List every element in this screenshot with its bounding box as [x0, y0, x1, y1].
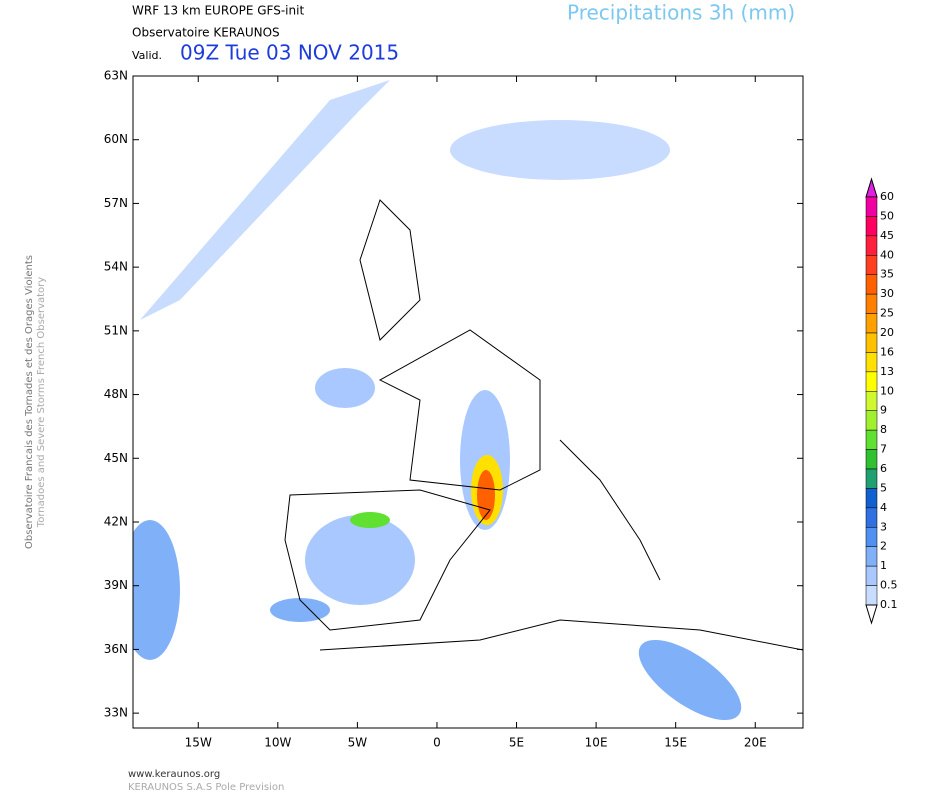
map-title: Precipitations 3h (mm)	[567, 1, 795, 25]
map-field	[133, 80, 803, 721]
colorbar-segment	[865, 468, 878, 489]
colorbar-segment	[865, 332, 878, 353]
colorbar-label: 16	[880, 345, 894, 358]
colorbar-label: 7	[880, 443, 887, 456]
x-tick-label: 20E	[744, 736, 767, 750]
colorbar-segment	[865, 391, 878, 411]
colorbar-segment	[865, 255, 878, 275]
colorbar-label: 9	[880, 404, 887, 417]
y-tick-label: 42N	[104, 514, 128, 528]
colorbar-segment	[865, 352, 878, 373]
colorbar-segment	[865, 313, 878, 334]
colorbar-segment	[865, 527, 878, 547]
colorbar-segment	[865, 565, 878, 586]
valid-prefix: Valid.	[132, 49, 162, 62]
colorbar-segment	[865, 216, 878, 237]
colorbar-label: 25	[880, 307, 894, 320]
x-tick-label: 5E	[509, 736, 524, 750]
rain-band	[140, 80, 390, 320]
rain-area	[350, 512, 390, 528]
colorbar-segment	[865, 371, 878, 392]
colorbar-arrow	[865, 177, 878, 198]
colorbar-segment	[865, 410, 878, 431]
colorbar-label: 35	[880, 268, 894, 281]
side-text: Observatoire Francais des Tornades et de…	[24, 255, 35, 549]
colorbar-label: 13	[880, 365, 894, 378]
map-frame	[132, 75, 804, 729]
colorbar-segment	[865, 507, 878, 528]
model-text: WRF 13 km EUROPE GFS-init	[132, 4, 304, 18]
colorbar-label: 0.1	[880, 598, 898, 611]
x-tick-label: 15E	[664, 736, 687, 750]
y-tick-label: 51N	[104, 323, 128, 337]
x-tick-label: 0	[433, 736, 441, 750]
y-tick-label: 48N	[104, 387, 128, 401]
colorbar-segment	[865, 546, 878, 567]
colorbar-label: 1	[880, 559, 887, 572]
colorbar-label: 8	[880, 423, 887, 436]
x-tick-label: 15W	[185, 736, 212, 750]
valid-time: 09Z Tue 03 NOV 2015	[180, 41, 399, 65]
colorbar-label: 5	[880, 481, 887, 494]
x-tick-label: 5W	[348, 736, 368, 750]
colorbar-segment	[865, 274, 878, 295]
observatory-text: Observatoire KERAUNOS	[132, 26, 280, 40]
colorbar-segment	[865, 235, 878, 256]
y-tick-label: 45N	[104, 451, 128, 465]
footer-website: www.keraunos.org	[128, 769, 220, 780]
colorbar-label: 2	[880, 540, 887, 553]
colorbar-label: 50	[880, 209, 894, 222]
rain-area	[315, 368, 375, 408]
coastline	[319, 619, 803, 651]
y-tick-label: 39N	[104, 578, 128, 592]
colorbar-label: 10	[880, 384, 894, 397]
colorbar-segment	[865, 196, 878, 217]
x-tick-label: 10W	[264, 736, 291, 750]
y-tick-label: 54N	[104, 260, 128, 274]
x-tick-label: 10E	[585, 736, 608, 750]
rain-area	[305, 515, 415, 605]
colorbar-label: 45	[880, 229, 894, 242]
y-tick-label: 63N	[104, 69, 128, 83]
colorbar-segment	[865, 449, 878, 470]
colorbar-label: 20	[880, 326, 894, 339]
rain-area	[477, 470, 495, 520]
coastline	[378, 329, 541, 491]
colorbar-segment	[865, 585, 878, 606]
colorbar-label: 60	[880, 190, 894, 203]
y-tick-label: 57N	[104, 196, 128, 210]
rain-area	[133, 520, 180, 660]
colorbar-segment	[865, 488, 878, 509]
colorbar-label: 0.5	[880, 579, 898, 592]
coastline	[359, 199, 421, 341]
coastline	[284, 489, 491, 631]
rain-area	[638, 639, 742, 721]
y-tick-label: 36N	[104, 642, 128, 656]
colorbar-label: 40	[880, 248, 894, 261]
y-tick-label: 60N	[104, 132, 128, 146]
colorbar-segment	[865, 429, 878, 450]
y-tick-label: 33N	[104, 706, 128, 720]
rain-area	[270, 598, 330, 622]
rain-area	[450, 120, 670, 180]
coastline	[559, 439, 661, 581]
footer-company: KERAUNOS S.A.S Pole Prevision	[128, 782, 284, 793]
colorbar-label: 3	[880, 520, 887, 533]
colorbar-label: 6	[880, 462, 887, 475]
side-text: Tornadoes and Severe Storms French Obser…	[36, 277, 47, 528]
colorbar-label: 4	[880, 501, 887, 514]
colorbar-label: 30	[880, 287, 894, 300]
colorbar-segment	[865, 293, 878, 314]
colorbar-arrow	[865, 604, 878, 625]
